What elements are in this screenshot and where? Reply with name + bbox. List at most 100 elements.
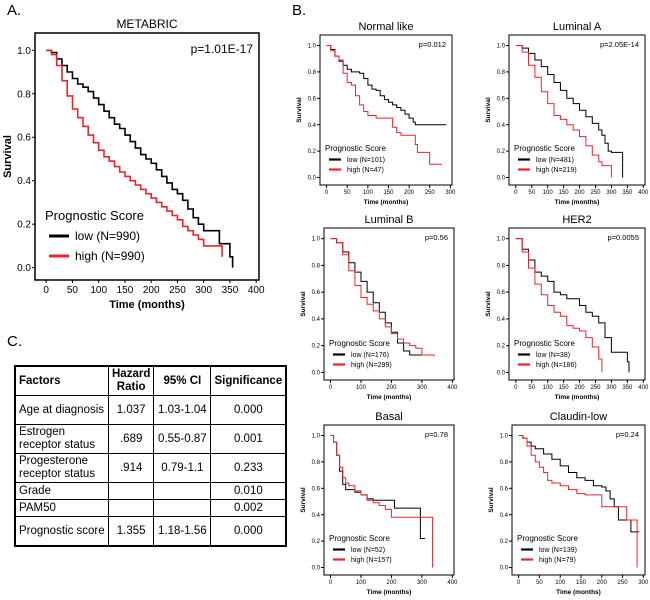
x-tick-label: 100 (543, 385, 554, 391)
plot-title: Basal (375, 411, 403, 423)
y-tick-label: 0.0 (312, 371, 321, 377)
plot-frame (511, 424, 646, 576)
plot-title: HER2 (562, 214, 591, 226)
x-tick-label: 100 (90, 285, 107, 296)
cell-hazard-ratio (107, 482, 155, 500)
plot-title: Luminal A (553, 21, 602, 33)
x-tick-label: 300 (417, 580, 428, 586)
legend-title: Prognostic Score (329, 534, 390, 543)
survival-curve-high (46, 49, 223, 257)
x-tick-label: 400 (638, 190, 649, 196)
x-tick-label: 150 (559, 190, 570, 196)
panel-label-c: C. (7, 333, 22, 350)
x-tick-label: 100 (356, 385, 367, 391)
cell-factor: Estrogen receptor status (14, 424, 109, 454)
x-axis-label: Time (months) (556, 589, 601, 596)
x-tick-label: 200 (386, 385, 397, 391)
cell-factor: PAM50 (14, 499, 109, 517)
x-tick-label: 400 (447, 580, 458, 586)
legend-label-high: high (N=157) (351, 557, 392, 564)
plot-frame (323, 227, 455, 381)
x-tick-label: 50 (344, 190, 351, 196)
cell-significance: 0.010 (210, 482, 287, 500)
y-tick-label: 0.2 (497, 149, 506, 155)
survival-curve-low (518, 435, 640, 533)
p-value-label: p=0.56 (425, 233, 448, 242)
survival-curve-low (515, 45, 624, 178)
y-tick-label: 0.2 (497, 344, 506, 350)
panel-label-a: A. (7, 2, 22, 19)
x-tick-label: 50 (528, 190, 535, 196)
column-header-significance: Significance (210, 365, 287, 396)
legend-label-low: low (N=38) (536, 352, 570, 359)
x-tick-label: 100 (555, 580, 566, 586)
x-axis-label: Time (months) (367, 394, 412, 401)
y-tick-label: 1.0 (308, 44, 317, 50)
cell-ci (153, 499, 212, 517)
y-tick-label: 0.6 (500, 486, 509, 492)
x-tick-label: 300 (445, 190, 456, 196)
y-axis-label: Survival (488, 487, 495, 512)
y-tick-label: 1.0 (17, 46, 31, 57)
x-axis-label: Time (months) (367, 589, 412, 596)
x-tick-label: 250 (590, 190, 601, 196)
y-tick-label: 0.2 (17, 220, 31, 231)
x-axis-label: Time (months) (109, 299, 185, 311)
y-tick-label: 0.8 (500, 460, 509, 466)
cell-significance: 0.000 (210, 395, 287, 425)
column-header-95-ci: 95% CI (153, 365, 212, 396)
plot-frame (34, 32, 260, 281)
cox-regression-table-wrap: Factors Hazard Ratio 95% CI Significance… (14, 365, 288, 547)
legend-label-low: low (N=481) (536, 157, 574, 164)
x-tick-label: 150 (117, 285, 134, 296)
y-tick-label: 1.0 (497, 44, 506, 50)
cell-significance: 0.002 (210, 499, 287, 517)
cell-factor: Grade (14, 482, 109, 500)
survival-curve-low (330, 238, 422, 356)
y-tick-label: 0.4 (308, 123, 317, 129)
x-tick-label: 300 (606, 190, 617, 196)
y-tick-label: 0.2 (500, 539, 509, 545)
plot-title: Normal like (358, 21, 413, 33)
x-tick-label: 0 (43, 285, 49, 296)
p-value-label: p=0.24 (616, 430, 639, 439)
legend-label-high: high (N=79) (539, 557, 576, 564)
p-value-label: p=2.05E-14 (600, 40, 639, 49)
plot-title: Claudin-low (550, 411, 608, 423)
x-tick-label: 300 (638, 580, 649, 586)
survival-curve-high (518, 435, 638, 568)
x-tick-label: 200 (404, 190, 415, 196)
cell-ci: 0.55-0.87 (153, 424, 212, 454)
x-tick-label: 200 (386, 580, 397, 586)
y-axis-label: Survival (485, 97, 492, 122)
y-axis-label: Survival (296, 97, 303, 122)
y-tick-label: 0.8 (308, 70, 317, 76)
x-tick-label: 50 (528, 385, 535, 391)
x-tick-label: 200 (597, 580, 608, 586)
x-tick-label: 150 (383, 190, 394, 196)
legend-title: Prognostic Score (325, 144, 386, 153)
x-tick-label: 200 (575, 385, 586, 391)
x-tick-label: 150 (559, 385, 570, 391)
cell-factor: Age at diagnosis (14, 395, 109, 425)
x-tick-label: 400 (248, 285, 265, 296)
y-tick-label: 0.2 (308, 149, 317, 155)
y-tick-label: 1.0 (497, 237, 506, 243)
y-tick-label: 0.8 (497, 263, 506, 269)
plot-title: Luminal B (365, 214, 414, 226)
survival-curve-low (46, 49, 234, 268)
x-tick-label: 250 (169, 285, 186, 296)
legend-title: Prognostic Score (514, 339, 575, 348)
legend-label-low: low (N=176) (351, 352, 389, 359)
cell-significance: 0.000 (210, 516, 287, 547)
plot-title: METABRIC (116, 17, 177, 31)
y-tick-label: 0.8 (312, 460, 321, 466)
legend-label-low: low (N=52) (351, 547, 385, 554)
y-tick-label: 0.6 (312, 486, 321, 492)
x-tick-label: 300 (606, 385, 617, 391)
x-tick-label: 100 (363, 190, 374, 196)
legend-title: Prognostic Score (514, 144, 575, 153)
x-tick-label: 0 (329, 385, 333, 391)
legend-label-high: high (N=47) (347, 167, 384, 174)
